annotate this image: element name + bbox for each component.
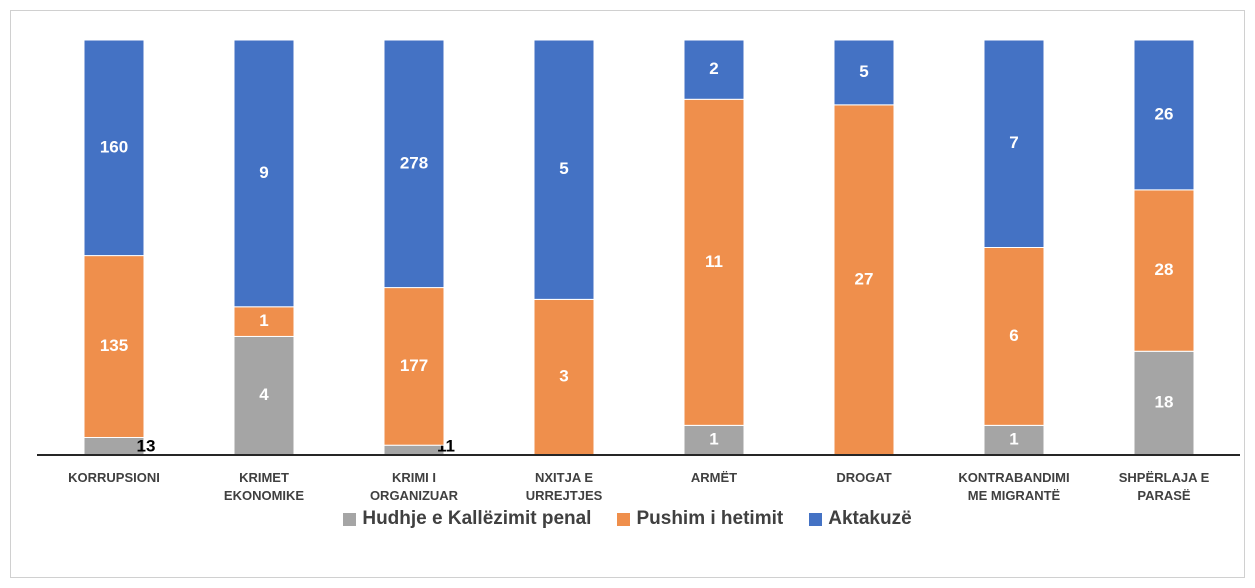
data-label: 177	[400, 356, 428, 375]
data-label: 11	[705, 252, 723, 271]
legend-item: Aktakuzë	[809, 508, 912, 530]
legend-swatch	[617, 512, 631, 526]
x-tick-label: KRIMI I ORGANIZUAR	[369, 470, 459, 503]
bar-segment	[1133, 350, 1195, 456]
bar-segment	[83, 436, 145, 456]
data-label: 28	[1155, 260, 1174, 279]
data-label: 160	[100, 137, 128, 156]
legend-label: Pushim i hetimit	[636, 508, 784, 529]
chart-frame	[10, 10, 1245, 578]
data-label: 1	[1009, 430, 1018, 449]
x-tick-label: KRIMET EKONOMIKE	[223, 470, 305, 503]
bar-segment	[83, 255, 145, 438]
legend-label: Aktakuzë	[828, 508, 912, 529]
data-label: 278	[400, 153, 428, 172]
x-tick-label: NXITJA E URREJTJES	[525, 470, 603, 503]
x-tick-label: ARMËT	[690, 470, 738, 485]
bar-segment	[833, 39, 895, 106]
data-label: 27	[855, 269, 874, 288]
bar-segment	[383, 39, 445, 289]
data-label: 26	[1155, 104, 1174, 123]
legend-swatch	[809, 512, 823, 526]
legend: Hudhje e Kallëzimit penal Pushim i hetimi…	[0, 508, 1255, 530]
data-label: 5	[559, 159, 568, 178]
bar-segment	[983, 39, 1045, 248]
data-label: 3	[559, 367, 568, 386]
data-label: 9	[259, 163, 268, 182]
bar-segment	[233, 306, 295, 337]
data-label: 18	[1155, 393, 1174, 412]
bar-segment	[1133, 39, 1195, 191]
bar-segment	[983, 424, 1045, 456]
data-label: 4	[259, 385, 269, 404]
bar-segment	[983, 247, 1045, 426]
legend-label: Hudhje e Kallëzimit penal	[362, 508, 592, 529]
bar-segment	[533, 298, 595, 456]
data-label: 13	[137, 436, 156, 455]
data-label: 5	[859, 62, 868, 81]
x-tick-label: SHPËRLAJA E PARASË	[1118, 470, 1210, 503]
data-label: 1	[709, 430, 718, 449]
bar-segment	[683, 39, 745, 100]
bar-segment	[683, 98, 745, 426]
bar-segment	[833, 104, 895, 456]
x-tick-label: DROGAT	[836, 470, 892, 485]
data-label: 135	[100, 336, 128, 355]
x-tick-label: KONTRABANDIMI ME MIGRANTË	[958, 470, 1070, 503]
bar-segment	[233, 39, 295, 308]
legend-item: Hudhje e Kallëzimit penal	[343, 508, 591, 530]
x-tick-label: KORRUPSIONI	[68, 470, 160, 485]
legend-item: Pushim i hetimit	[617, 508, 783, 530]
data-label: 6	[1009, 326, 1018, 345]
bar-segment	[383, 444, 445, 456]
bar-segment	[383, 287, 445, 446]
data-label: 7	[1009, 133, 1018, 152]
data-label: 2	[709, 59, 718, 78]
legend-swatch	[343, 512, 357, 526]
bar-segment	[1133, 189, 1195, 352]
bar-segment	[533, 39, 595, 300]
bar-segment	[683, 424, 745, 456]
data-label: 1	[259, 311, 268, 330]
bar-segment	[83, 39, 145, 257]
